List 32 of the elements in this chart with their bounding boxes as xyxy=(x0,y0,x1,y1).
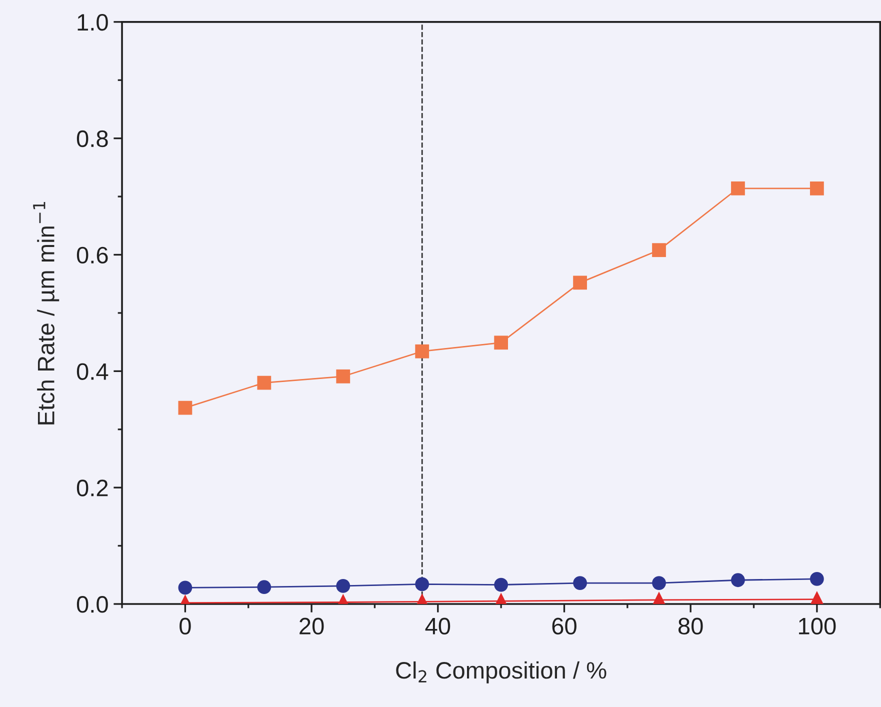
point xyxy=(810,572,824,586)
point xyxy=(415,577,430,592)
point xyxy=(731,181,745,196)
point xyxy=(415,344,430,358)
point xyxy=(810,181,824,196)
point xyxy=(652,243,666,258)
x-tick-label: 20 xyxy=(300,618,324,635)
x-tick-label: 100 xyxy=(799,618,836,635)
y-tick-label: 1.0 xyxy=(78,14,108,31)
point xyxy=(336,579,350,593)
point xyxy=(178,580,192,595)
y-tick-label: 0.2 xyxy=(76,480,108,496)
y-tick-label: 0.6 xyxy=(76,246,108,264)
x-tick-label: 40 xyxy=(425,618,450,635)
point xyxy=(494,578,508,592)
y-axis-title: Etch Rate / µm min$^{−1}$ xyxy=(33,202,60,424)
point xyxy=(336,369,350,384)
x-tick-label: 0 xyxy=(180,618,191,635)
point xyxy=(652,576,666,590)
point xyxy=(731,573,745,588)
x-tick-label: 80 xyxy=(678,618,703,635)
x-axis-title: Cl$_{2}$ Composition / % xyxy=(396,661,606,684)
point xyxy=(178,400,192,415)
x-tick-label: 60 xyxy=(552,618,576,635)
y-tick-label: 0.8 xyxy=(76,130,108,148)
point xyxy=(573,576,587,590)
point xyxy=(494,336,508,350)
y-tick-label: 0.4 xyxy=(76,363,108,380)
point xyxy=(257,376,272,390)
point xyxy=(573,276,587,290)
y-tick-label: 0.0 xyxy=(76,596,108,613)
point xyxy=(257,580,272,594)
